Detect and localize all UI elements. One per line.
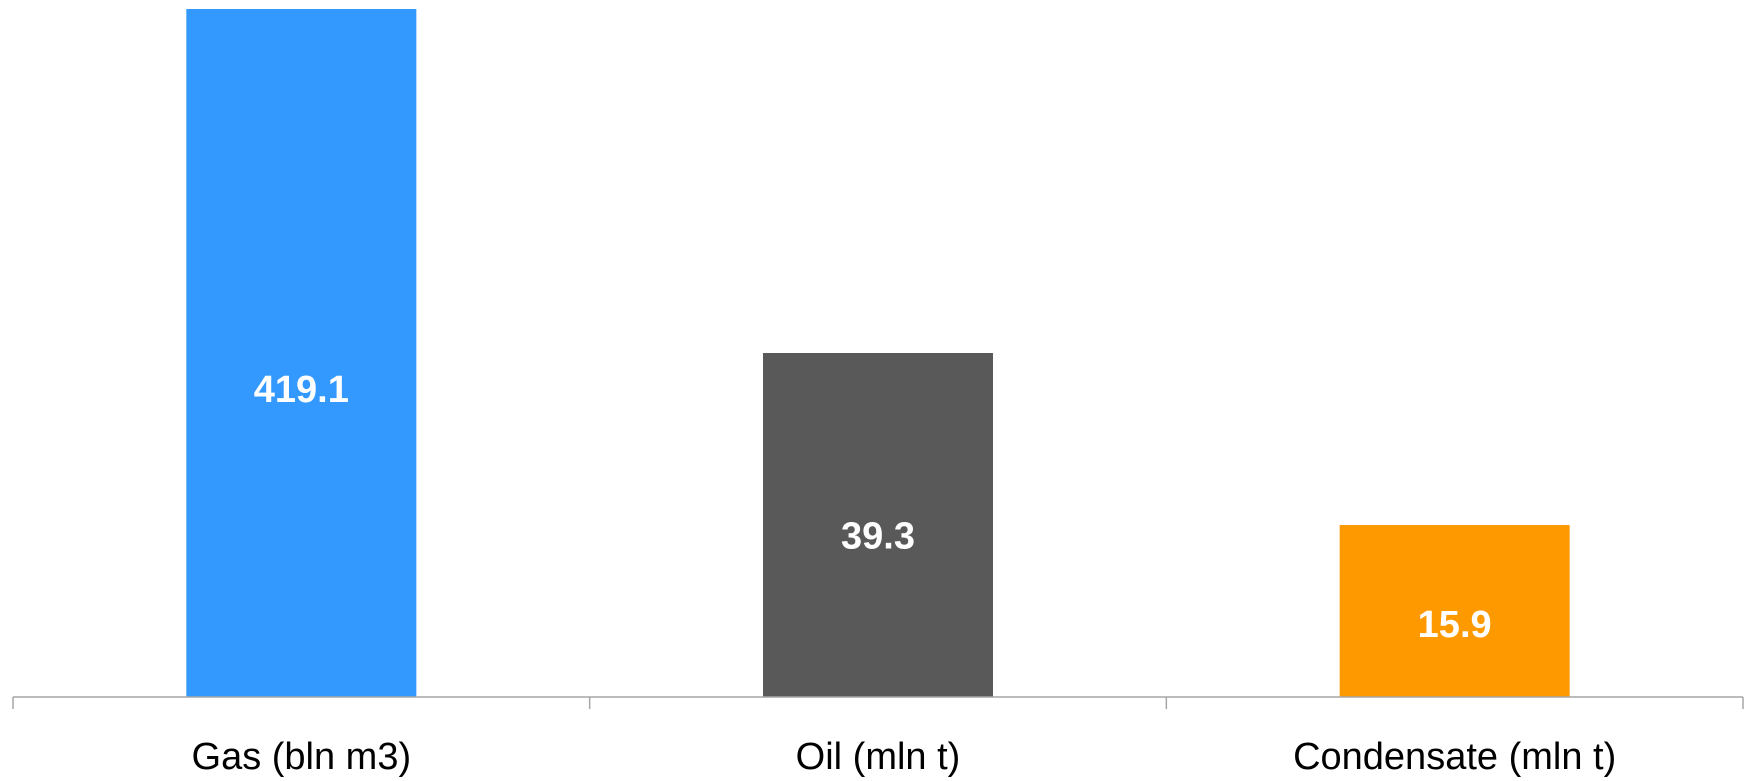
category-label-2: Condensate (mln t) bbox=[1293, 736, 1616, 778]
bar-1 bbox=[763, 353, 993, 697]
category-labels-group: Gas (bln m3) Oil (mln t) Condensate (mln t… bbox=[192, 736, 1617, 778]
value-label-1: 39.3 bbox=[841, 515, 915, 557]
category-label-1: Oil (mln t) bbox=[796, 736, 961, 778]
value-labels-group: 419.1 39.3 15.9 bbox=[254, 369, 1492, 646]
bars-group bbox=[186, 9, 1570, 697]
category-label-0: Gas (bln m3) bbox=[192, 736, 412, 778]
bar-0 bbox=[186, 9, 417, 697]
value-label-2: 15.9 bbox=[1418, 604, 1492, 646]
bar-2 bbox=[1339, 525, 1570, 697]
value-label-0: 419.1 bbox=[254, 369, 349, 411]
x-axis bbox=[12, 696, 1744, 709]
